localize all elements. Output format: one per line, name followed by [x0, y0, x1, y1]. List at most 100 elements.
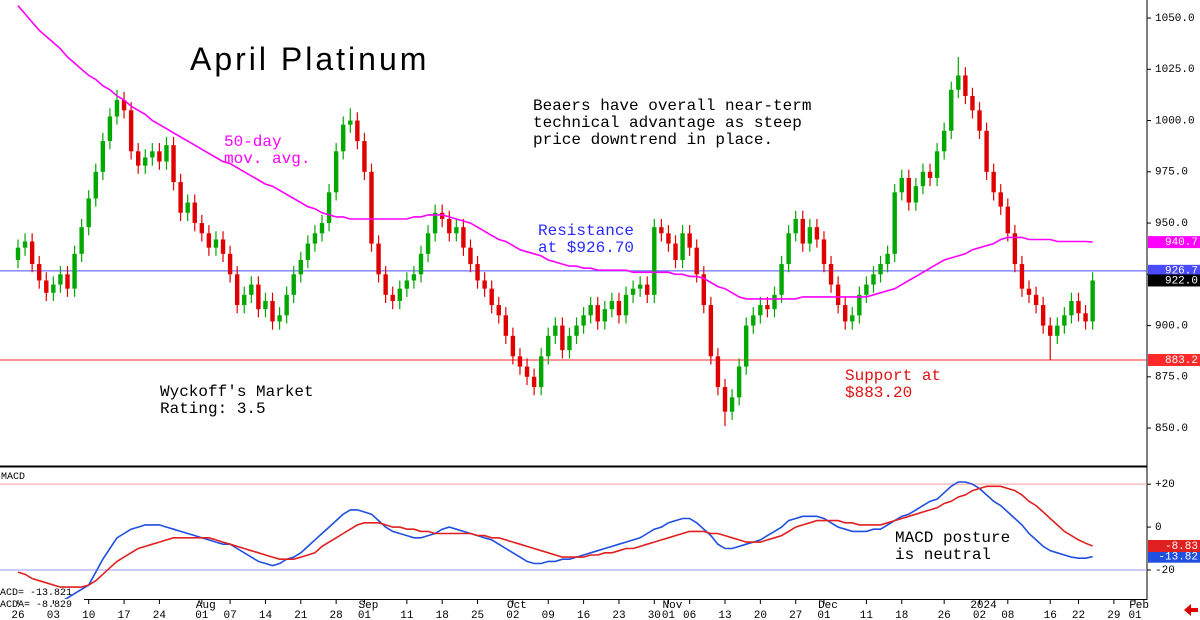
y-tick-label: 850.0: [1155, 423, 1188, 435]
moving-average: [17, 5, 1093, 300]
candle-body: [786, 233, 791, 265]
candle-body: [708, 305, 714, 357]
candle-body: [850, 315, 855, 322]
candle-body: [800, 218, 805, 244]
candle-body: [1090, 280, 1095, 322]
candle-body: [1062, 315, 1067, 326]
candle-body: [277, 315, 282, 322]
candle-body: [58, 274, 63, 285]
candle-body: [842, 305, 848, 322]
candle-body: [885, 253, 890, 265]
candle-body: [878, 264, 883, 275]
candle-body: [220, 239, 226, 254]
month-label: Nov: [663, 600, 683, 612]
candle-body: [630, 288, 636, 295]
candle-body: [355, 120, 360, 142]
ma-label: 50-day mov. avg.: [224, 133, 310, 168]
candle-body: [722, 387, 728, 412]
candle-body: [150, 151, 155, 158]
candle-body: [1026, 288, 1032, 295]
y-tick-label: 875.0: [1155, 372, 1188, 384]
candle-body: [744, 325, 749, 367]
candle-body: [977, 110, 982, 131]
candle-body: [440, 212, 445, 219]
ma-label-line: mov. avg.: [224, 150, 310, 168]
candle-body: [199, 223, 205, 234]
candle-body: [234, 274, 240, 306]
x-tick-label: 09: [542, 610, 555, 620]
commentary-line: price downtrend in place.: [533, 131, 773, 149]
candle-body: [1055, 325, 1060, 336]
candle-body: [567, 335, 572, 351]
candle-body: [913, 186, 919, 203]
resistance-line: Resistance: [538, 222, 634, 240]
candle-body: [29, 241, 35, 265]
rating-note: Wyckoff's Market Rating: 3.5: [160, 383, 323, 418]
candle-body: [121, 100, 127, 111]
candle-body: [758, 305, 763, 316]
candle-body: [468, 247, 473, 265]
y-tick-label: -20: [1155, 565, 1175, 577]
macd-note-line: is neutral: [895, 546, 991, 564]
macd-last-box: [1148, 550, 1200, 563]
candle-body: [673, 243, 678, 260]
candle-body: [736, 366, 742, 398]
candle-body: [65, 274, 70, 289]
macd-plot: [0, 481, 1147, 599]
month-label: Aug: [196, 600, 216, 612]
x-tick-label: 01: [1128, 610, 1142, 620]
month-label: Oct: [507, 600, 527, 612]
candle-body: [404, 280, 410, 289]
candle-body: [623, 294, 629, 316]
y-tick-label: 1050.0: [1155, 13, 1195, 25]
y-tick-label: 1000.0: [1155, 115, 1195, 127]
candle-body: [447, 218, 452, 234]
x-tick-label: 01: [358, 610, 372, 620]
y-tick-label: 950.0: [1155, 218, 1188, 230]
candle-body: [828, 264, 834, 285]
candle-body: [185, 202, 190, 213]
candle-body: [616, 300, 622, 316]
candle-body: [581, 315, 586, 326]
x-tick-label: 23: [612, 610, 625, 620]
candle-body: [249, 284, 254, 295]
candle-body: [1005, 206, 1010, 234]
ma-label-line: 50-day: [224, 133, 282, 151]
macd-note: MACD posture is neutral: [895, 529, 1020, 564]
x-tick-label: 16: [577, 610, 590, 620]
last-close-box: [1148, 274, 1200, 287]
candle-body: [857, 294, 862, 316]
month-label: Feb: [1129, 600, 1149, 612]
candle-body: [701, 274, 706, 306]
candle-body: [397, 288, 402, 301]
month-label: Sep: [359, 600, 379, 612]
candle-body: [93, 171, 98, 199]
candle-body: [489, 288, 494, 306]
candle-body: [37, 264, 42, 281]
candle-body: [920, 171, 926, 187]
candle-body: [128, 110, 134, 152]
candle-body: [970, 95, 975, 111]
y-tick-label: 975.0: [1155, 167, 1188, 179]
candle-body: [270, 300, 275, 322]
x-tick-label: 22: [1072, 610, 1085, 620]
y-tick-label: 900.0: [1155, 320, 1188, 332]
price-plot: [0, 5, 1147, 427]
x-tick-label: 29: [1107, 610, 1120, 620]
candle-body: [432, 212, 438, 234]
candle-body: [263, 300, 268, 310]
month-label: 2024: [970, 600, 997, 612]
candle-body: [553, 325, 558, 336]
macd-readout: ACDA= -8.829: [0, 600, 72, 611]
candle-body: [560, 325, 565, 351]
candle-body: [425, 233, 431, 254]
candle-body: [15, 247, 21, 260]
candle-body: [814, 227, 820, 240]
candle-body: [963, 75, 968, 96]
candle-body: [291, 274, 296, 295]
x-tick-label: 11: [400, 610, 414, 620]
candle-body: [44, 280, 49, 293]
support-note: Support at $883.20: [845, 367, 951, 402]
